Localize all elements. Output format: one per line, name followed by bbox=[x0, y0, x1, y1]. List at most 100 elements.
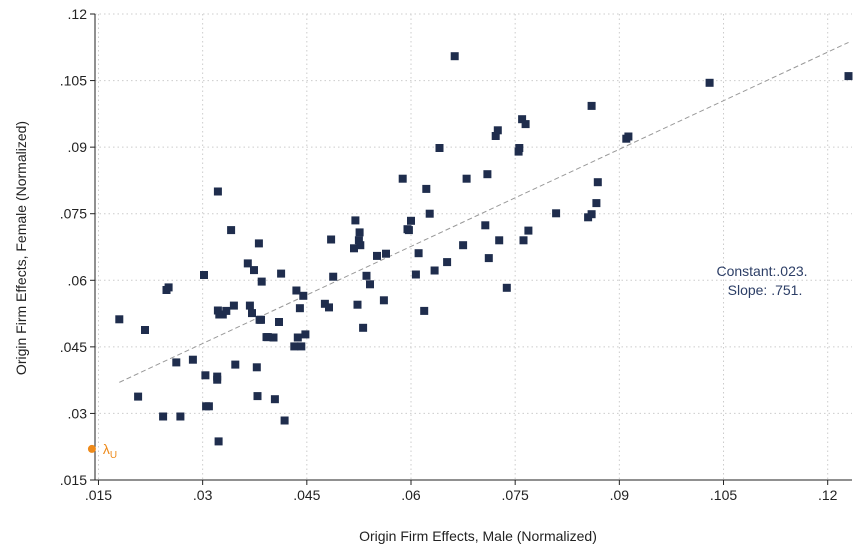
y-tick-label-0: .015 bbox=[60, 472, 87, 488]
data-point bbox=[188, 355, 197, 364]
data-point bbox=[245, 301, 254, 310]
data-point bbox=[141, 326, 149, 334]
y-axis-label: Origin Firm Effects, Female (Normalized) bbox=[13, 121, 29, 375]
data-point bbox=[299, 291, 308, 300]
data-point bbox=[222, 306, 231, 315]
data-point bbox=[351, 216, 360, 225]
data-point bbox=[280, 416, 289, 425]
y-tick-label-3: .06 bbox=[68, 272, 88, 288]
lambda-subscript: U bbox=[110, 450, 117, 461]
data-point bbox=[254, 239, 263, 248]
data-point bbox=[164, 283, 173, 292]
data-point bbox=[270, 395, 279, 404]
data-point bbox=[293, 333, 302, 342]
x-tick-label-7: .12 bbox=[818, 487, 838, 503]
data-point bbox=[844, 72, 853, 81]
x-tick-label-5: .09 bbox=[610, 487, 630, 503]
data-point bbox=[356, 241, 365, 250]
data-point bbox=[269, 333, 278, 342]
data-point bbox=[524, 226, 533, 235]
data-point bbox=[229, 301, 238, 310]
data-point bbox=[227, 226, 236, 235]
data-point bbox=[134, 392, 143, 401]
data-point bbox=[425, 209, 434, 218]
data-point bbox=[552, 209, 561, 218]
data-point bbox=[231, 360, 240, 369]
data-point bbox=[257, 315, 265, 324]
data-point bbox=[379, 296, 388, 305]
data-point bbox=[587, 101, 596, 110]
data-point bbox=[115, 315, 124, 324]
lambda-symbol: λ bbox=[103, 441, 110, 457]
data-point bbox=[587, 210, 596, 219]
fit-line bbox=[119, 41, 849, 383]
data-point bbox=[398, 174, 407, 183]
data-point bbox=[214, 437, 223, 446]
data-point bbox=[172, 358, 181, 367]
data-point bbox=[422, 184, 431, 193]
data-point bbox=[521, 120, 530, 129]
data-point bbox=[462, 174, 471, 183]
data-point bbox=[252, 363, 261, 372]
data-points bbox=[115, 52, 853, 446]
y-tick-label-2: .045 bbox=[60, 339, 87, 355]
data-point bbox=[297, 342, 306, 351]
data-point bbox=[592, 199, 601, 208]
data-point bbox=[411, 270, 420, 279]
data-point bbox=[301, 330, 310, 339]
y-tick-label-7: .12 bbox=[68, 6, 88, 22]
data-point bbox=[362, 271, 371, 280]
data-point bbox=[515, 144, 524, 152]
data-point bbox=[493, 126, 502, 135]
data-point bbox=[366, 280, 374, 289]
x-tick-label-4: .075 bbox=[502, 487, 529, 503]
data-point bbox=[292, 286, 301, 295]
data-point bbox=[243, 259, 252, 268]
data-point bbox=[353, 300, 362, 309]
lambda-u-label: λU bbox=[103, 441, 117, 461]
data-point bbox=[443, 258, 452, 267]
data-point bbox=[484, 254, 493, 263]
data-point bbox=[518, 115, 527, 124]
annotation-slope: Slope: .751. bbox=[728, 282, 803, 298]
data-point bbox=[159, 412, 168, 421]
data-point bbox=[382, 249, 390, 258]
lambda-u-dot bbox=[87, 444, 96, 453]
data-point bbox=[407, 216, 415, 225]
data-point bbox=[354, 236, 363, 245]
x-tick-label-1: .03 bbox=[193, 487, 213, 503]
data-point bbox=[295, 304, 304, 313]
x-axis-label: Origin Firm Effects, Male (Normalized) bbox=[359, 528, 597, 544]
data-point bbox=[593, 178, 602, 187]
data-point bbox=[491, 132, 500, 140]
data-point bbox=[213, 372, 222, 381]
data-point bbox=[459, 241, 468, 250]
x-tick-label-6: .105 bbox=[710, 487, 737, 503]
data-point bbox=[290, 342, 299, 351]
data-point bbox=[435, 144, 444, 152]
data-point bbox=[404, 226, 413, 235]
data-point bbox=[327, 235, 336, 244]
data-point bbox=[248, 309, 256, 318]
y-ticks: .015 .03 .045 .06 .075 .09 .105 .12 bbox=[60, 6, 95, 488]
x-tick-label-0: .015 bbox=[85, 487, 112, 503]
data-point bbox=[355, 228, 364, 237]
x-tick-label-2: .045 bbox=[293, 487, 320, 503]
data-point bbox=[450, 52, 459, 61]
data-point bbox=[373, 251, 381, 260]
y-tick-label-5: .09 bbox=[68, 139, 88, 155]
data-point bbox=[350, 244, 358, 253]
data-point bbox=[200, 271, 208, 279]
x-tick-label-3: .06 bbox=[401, 487, 421, 503]
axis-layer bbox=[94, 14, 852, 481]
data-point bbox=[275, 318, 283, 326]
data-point bbox=[420, 306, 429, 315]
data-point bbox=[359, 323, 368, 332]
data-point bbox=[320, 299, 329, 308]
data-point bbox=[624, 132, 633, 141]
data-point bbox=[495, 236, 504, 245]
data-point bbox=[430, 266, 439, 275]
y-tick-label-4: .075 bbox=[60, 206, 87, 222]
data-point bbox=[176, 412, 185, 421]
data-point bbox=[502, 283, 511, 292]
